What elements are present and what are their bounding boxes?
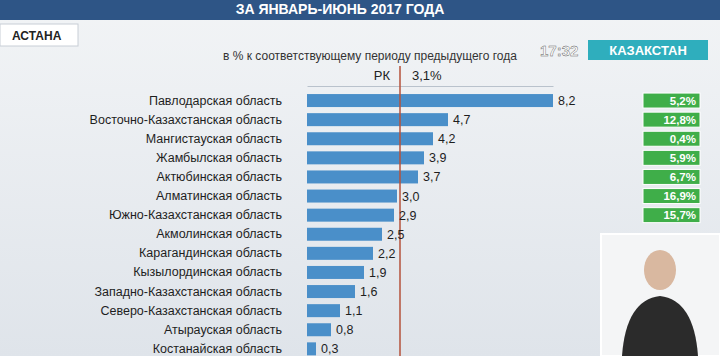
- share-box: [643, 189, 700, 204]
- plot-area: [307, 94, 553, 355]
- y-tick: Южно-Казахстанская область: [109, 208, 282, 222]
- share-label: 5,2%: [670, 95, 696, 107]
- share-box: [643, 150, 700, 165]
- bar: [307, 113, 448, 126]
- share-box: [643, 169, 700, 184]
- y-tick: Мангистауская область: [146, 132, 282, 146]
- time: 17:32: [540, 42, 578, 59]
- share-box: [643, 112, 700, 127]
- y-tick: Кызылординская область: [133, 265, 282, 279]
- bar: [307, 323, 331, 336]
- bar: [307, 190, 397, 203]
- value-label: 3,7: [423, 170, 440, 184]
- share-label: 6,7%: [670, 171, 696, 183]
- y-tick: Костанайская область: [153, 342, 282, 356]
- share-box: [643, 208, 700, 223]
- category-label: Жамбылская область: [156, 151, 282, 165]
- share-label: 0,4%: [670, 133, 696, 145]
- reference-value: 3,1%: [412, 68, 442, 83]
- share-box: [643, 131, 700, 146]
- channel-box: [588, 40, 708, 60]
- share-label: 16,9%: [663, 190, 696, 202]
- chart: ЗА ЯНВАРЬ-ИЮНЬ 2017 ГОДА АСТАНА в % к соот…: [0, 0, 720, 356]
- category-label: Восточно-Казахстанская область: [90, 113, 282, 127]
- bar: [307, 228, 382, 241]
- category-label: Карагандинская область: [139, 246, 282, 260]
- category-label: Павлодарская область: [149, 94, 282, 108]
- y-tick: Северо-Казахстанская область: [100, 304, 282, 318]
- category-label: Алматинская область: [156, 189, 282, 203]
- channel: КАЗАКСТАН: [609, 43, 687, 58]
- bar: [307, 94, 553, 107]
- category-label: Атырауская область: [164, 323, 282, 337]
- bar: [307, 342, 316, 355]
- category-label: Костанайская область: [153, 342, 282, 356]
- y-tick: Западно-Казахстанская область: [94, 285, 282, 299]
- y-tick: Карагандинская область: [139, 246, 282, 260]
- x-axis-line: [308, 86, 554, 87]
- x-axis: [308, 86, 554, 87]
- value-label: 2,5: [387, 228, 404, 242]
- y-tick: Акмолинская область: [156, 227, 282, 241]
- share-box: [643, 93, 700, 108]
- category-label: Акмолинская область: [156, 227, 282, 241]
- category-label: Южно-Казахстанская область: [109, 208, 282, 222]
- inset-figure: [622, 296, 698, 356]
- value-label: 4,2: [438, 132, 455, 146]
- y-tick: Жамбылская область: [156, 151, 282, 165]
- subtitle: в % к соответствующему периоду предыдуще…: [223, 49, 517, 63]
- share-label: 12,8%: [663, 114, 696, 126]
- category-label: Мангистауская область: [146, 132, 282, 146]
- bar: [307, 247, 373, 260]
- bar: [307, 285, 355, 298]
- share-label: 15,7%: [663, 209, 696, 221]
- value-label: 0,3: [321, 342, 338, 356]
- location-box: [0, 24, 78, 46]
- value-label: 4,7: [453, 113, 470, 127]
- bar: [307, 266, 364, 279]
- location: АСТАНА: [12, 29, 62, 43]
- value-label: 1,6: [360, 285, 377, 299]
- bar: [307, 209, 394, 222]
- inset-figure: [644, 250, 676, 290]
- background: [0, 0, 720, 356]
- value-label: 8,2: [558, 94, 575, 108]
- value-label: 1,9: [369, 266, 386, 280]
- title: ЗА ЯНВАРЬ-ИЮНЬ 2017 ГОДА: [236, 1, 445, 17]
- y-tick: Атырауская область: [164, 323, 282, 337]
- bar: [307, 151, 424, 164]
- value-label: 1,1: [345, 304, 362, 318]
- reference-label: РК: [374, 68, 391, 83]
- category-label: Западно-Казахстанская область: [94, 285, 282, 299]
- value-label: 3,0: [402, 190, 419, 204]
- share-label: 5,9%: [670, 152, 696, 164]
- y-tick: Актюбинская область: [156, 170, 282, 184]
- bar: [307, 170, 418, 183]
- value-label: 0,8: [336, 323, 353, 337]
- bar: [307, 132, 433, 145]
- y-tick: Восточно-Казахстанская область: [90, 113, 282, 127]
- bar: [307, 304, 340, 317]
- y-tick: Павлодарская область: [149, 94, 282, 108]
- y-tick: Алматинская область: [156, 189, 282, 203]
- value-label: 2,9: [399, 209, 416, 223]
- value-label: 2,2: [378, 247, 395, 261]
- category-label: Северо-Казахстанская область: [100, 304, 282, 318]
- category-label: Актюбинская область: [156, 170, 282, 184]
- category-label: Кызылординская область: [133, 265, 282, 279]
- title-band: [0, 0, 720, 20]
- value-label: 3,9: [429, 151, 446, 165]
- inset-panel: [601, 234, 720, 356]
- y-axis: Павлодарская область Восточно-Казахстанск…: [90, 94, 282, 356]
